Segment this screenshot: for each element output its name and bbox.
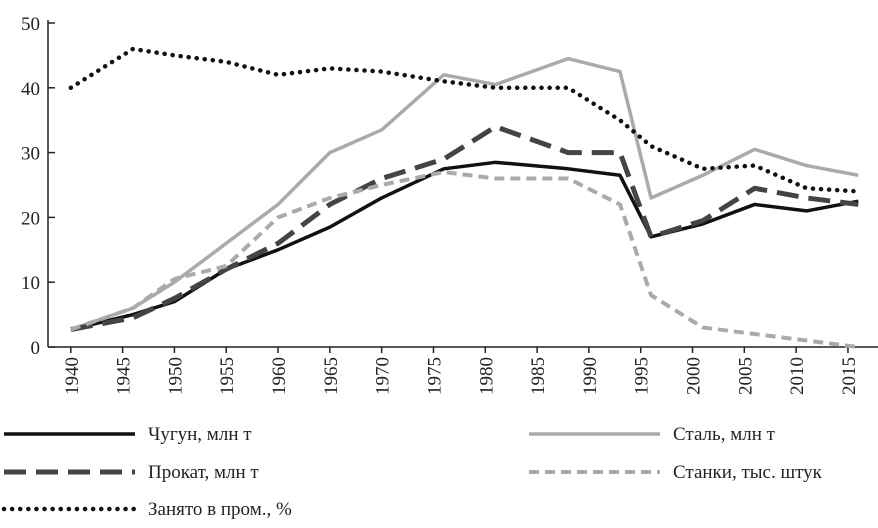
series-line bbox=[70, 170, 859, 349]
y-tick-label: 10 bbox=[21, 273, 40, 294]
x-tick-label: 2010 bbox=[787, 357, 808, 395]
legend-label: Сталь, млн т bbox=[673, 424, 776, 445]
y-tick-label: 50 bbox=[21, 14, 40, 35]
x-tick-label: 1990 bbox=[580, 357, 601, 395]
x-tick-label: 1970 bbox=[373, 357, 394, 395]
x-tick-label: 1975 bbox=[424, 357, 445, 395]
x-tick-label: 2015 bbox=[839, 357, 860, 395]
y-tick-label: 0 bbox=[31, 338, 41, 359]
x-tick-label: 1960 bbox=[269, 357, 290, 395]
x-tick-label: 1940 bbox=[62, 357, 83, 395]
series-line bbox=[68, 46, 861, 194]
series-line bbox=[70, 124, 859, 332]
y-tick-label: 30 bbox=[21, 144, 40, 165]
x-tick-label: 1980 bbox=[476, 357, 497, 395]
x-tick-label: 1965 bbox=[321, 357, 342, 395]
x-tick-label: 1955 bbox=[217, 357, 238, 395]
legend-label: Занято в пром., % bbox=[148, 499, 292, 520]
x-tick-label: 2000 bbox=[684, 357, 705, 395]
x-tick-label: 1945 bbox=[114, 357, 135, 395]
x-tick-label: 1985 bbox=[528, 357, 549, 395]
x-tick-label: 1950 bbox=[165, 357, 186, 395]
x-tick-label: 2005 bbox=[735, 357, 756, 395]
y-tick-label: 40 bbox=[21, 79, 40, 100]
series-line bbox=[70, 56, 859, 332]
x-tick-label: 1995 bbox=[632, 357, 653, 395]
y-tick-label: 20 bbox=[21, 208, 40, 229]
series-line bbox=[70, 160, 859, 332]
legend-label: Прокат, млн т bbox=[148, 462, 259, 483]
legend-label: Чугун, млн т bbox=[148, 424, 252, 445]
legend-label: Станки, тыс. штук bbox=[673, 462, 823, 483]
